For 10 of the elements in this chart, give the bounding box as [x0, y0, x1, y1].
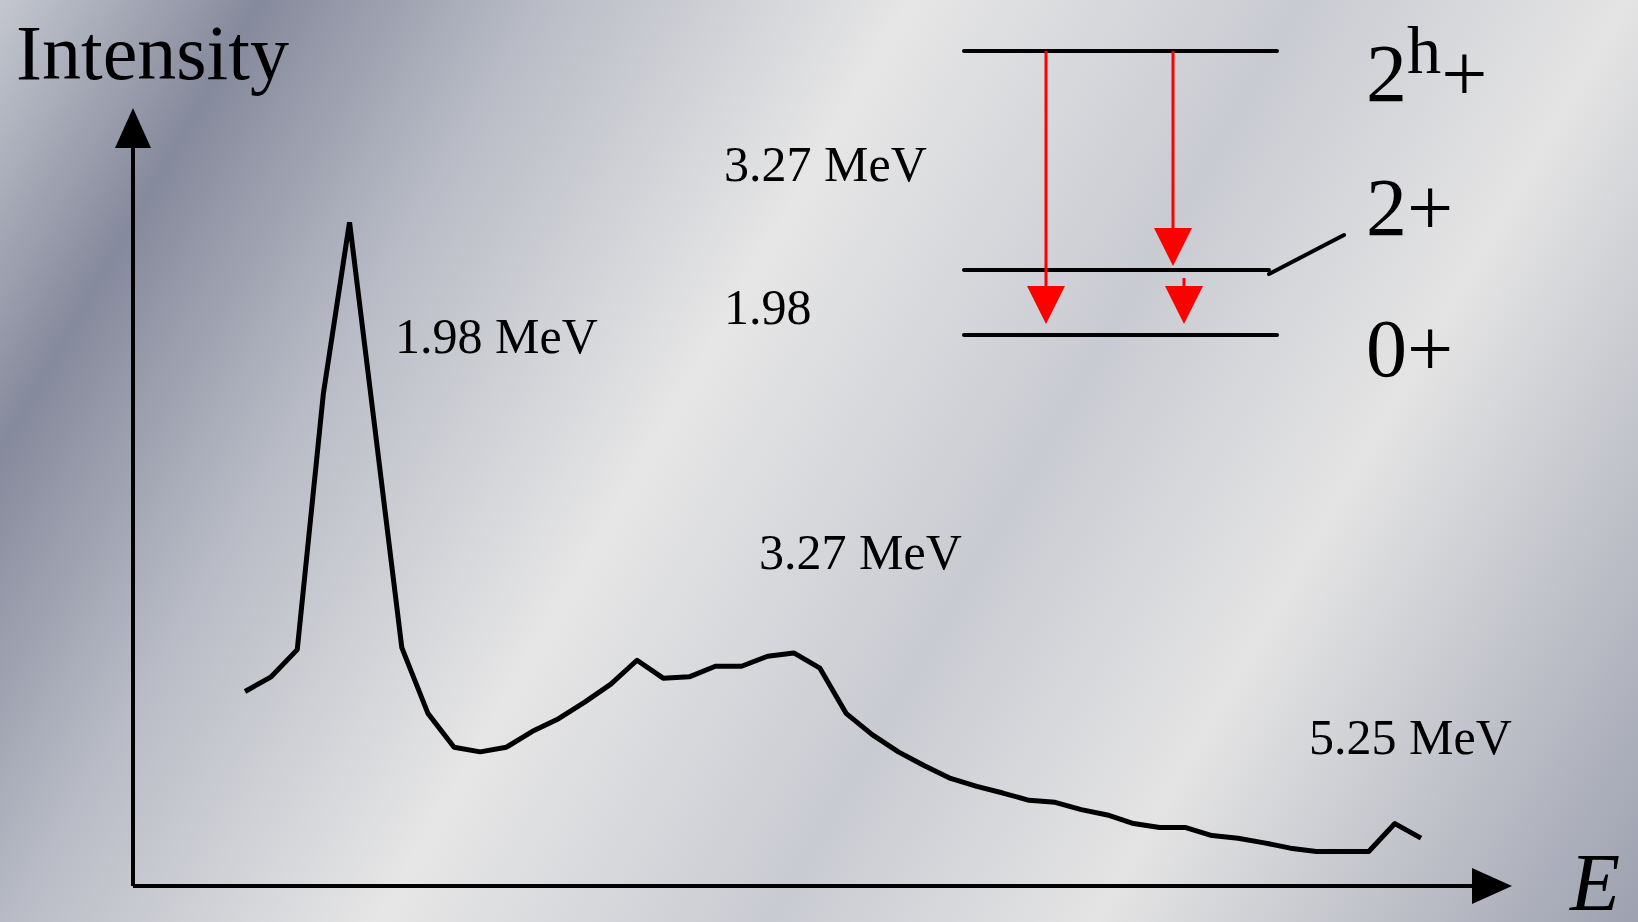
annotation: 2+ — [1366, 162, 1454, 253]
y-axis-title: Intensity — [16, 9, 289, 96]
annotation: 1.98 — [724, 279, 812, 335]
annotation: 0+ — [1366, 303, 1454, 394]
annotation: 1.98 MeV — [395, 308, 598, 364]
x-axis-title: E — [1570, 837, 1621, 922]
text: 3.27 MeV — [724, 136, 927, 192]
annotation: 5.25 MeV — [1309, 709, 1512, 765]
text: 2$^{h}$+ — [1366, 12, 1488, 120]
annotation: 3.27 MeV — [759, 524, 962, 580]
